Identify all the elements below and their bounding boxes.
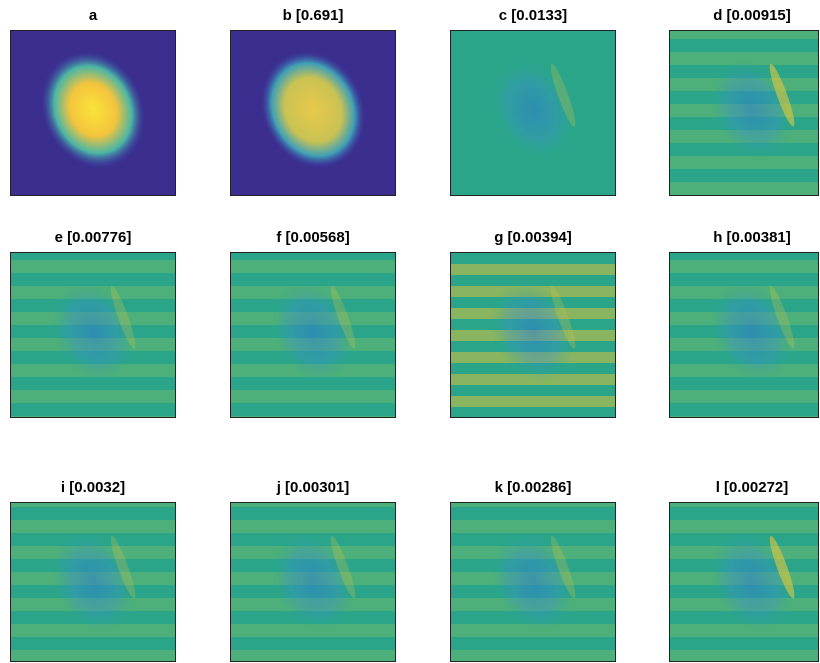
panel: i [0.0032] xyxy=(10,479,176,662)
blob xyxy=(490,58,576,161)
panel-title: j [0.00301] xyxy=(276,479,350,496)
panel-title: d [0.00915] xyxy=(713,7,791,24)
panel-border xyxy=(230,252,396,418)
edge-highlight xyxy=(550,535,576,599)
panel-border xyxy=(230,30,396,196)
panel-image xyxy=(230,30,396,196)
panel-image xyxy=(669,252,819,418)
panel-border xyxy=(10,502,176,662)
panel: h [0.00381] xyxy=(669,229,819,418)
panel: c [0.0133] xyxy=(450,7,616,196)
edge-highlight xyxy=(550,63,576,127)
panel-image xyxy=(10,502,176,662)
blob xyxy=(490,280,576,383)
panel: k [0.00286] xyxy=(450,479,616,662)
blob xyxy=(50,530,136,633)
panel-title: l [0.00272] xyxy=(716,479,789,496)
panel: e [0.00776] xyxy=(10,229,176,418)
panel-border xyxy=(10,30,176,196)
panel-title: f [0.00568] xyxy=(276,229,349,246)
edge-highlight xyxy=(769,63,795,127)
panel-image xyxy=(10,30,176,196)
panel: l [0.00272] xyxy=(669,479,819,662)
edge-highlight xyxy=(769,285,795,349)
panel-image xyxy=(450,252,616,418)
blob xyxy=(709,280,795,383)
panel-border xyxy=(230,502,396,662)
panel-image xyxy=(230,252,396,418)
edge-highlight xyxy=(330,535,356,599)
panel-image xyxy=(450,30,616,196)
edge-highlight xyxy=(550,285,576,349)
panel-title: g [0.00394] xyxy=(494,229,572,246)
panel-border xyxy=(669,502,819,662)
panel-title: i [0.0032] xyxy=(61,479,125,496)
blob xyxy=(270,530,356,633)
edge-highlight xyxy=(110,285,136,349)
panel: g [0.00394] xyxy=(450,229,616,418)
blob xyxy=(270,280,356,383)
panel-border xyxy=(669,252,819,418)
panel: a xyxy=(10,7,176,196)
panel: j [0.00301] xyxy=(230,479,396,662)
panel-image xyxy=(669,30,819,196)
panel: b [0.691] xyxy=(230,7,396,196)
panel-border xyxy=(10,252,176,418)
edge-highlight xyxy=(330,285,356,349)
edge-highlight xyxy=(110,535,136,599)
panel-image xyxy=(10,252,176,418)
panel-image xyxy=(669,502,819,662)
panel-image xyxy=(450,502,616,662)
edge-highlight xyxy=(769,535,795,599)
panel-title: k [0.00286] xyxy=(495,479,572,496)
panel-title: a xyxy=(89,7,98,24)
panel-border xyxy=(450,30,616,196)
panel: d [0.00915] xyxy=(669,7,819,196)
blob xyxy=(261,51,365,168)
panel-title: e [0.00776] xyxy=(55,229,132,246)
blob xyxy=(41,51,145,168)
panel-border xyxy=(450,502,616,662)
panel-border xyxy=(450,252,616,418)
panel: f [0.00568] xyxy=(230,229,396,418)
panel-title: h [0.00381] xyxy=(713,229,791,246)
panel-image xyxy=(230,502,396,662)
panel-border xyxy=(669,30,819,196)
panel-title: b [0.691] xyxy=(283,7,344,24)
blob xyxy=(490,530,576,633)
panel-title: c [0.0133] xyxy=(499,7,567,24)
blob xyxy=(50,280,136,383)
